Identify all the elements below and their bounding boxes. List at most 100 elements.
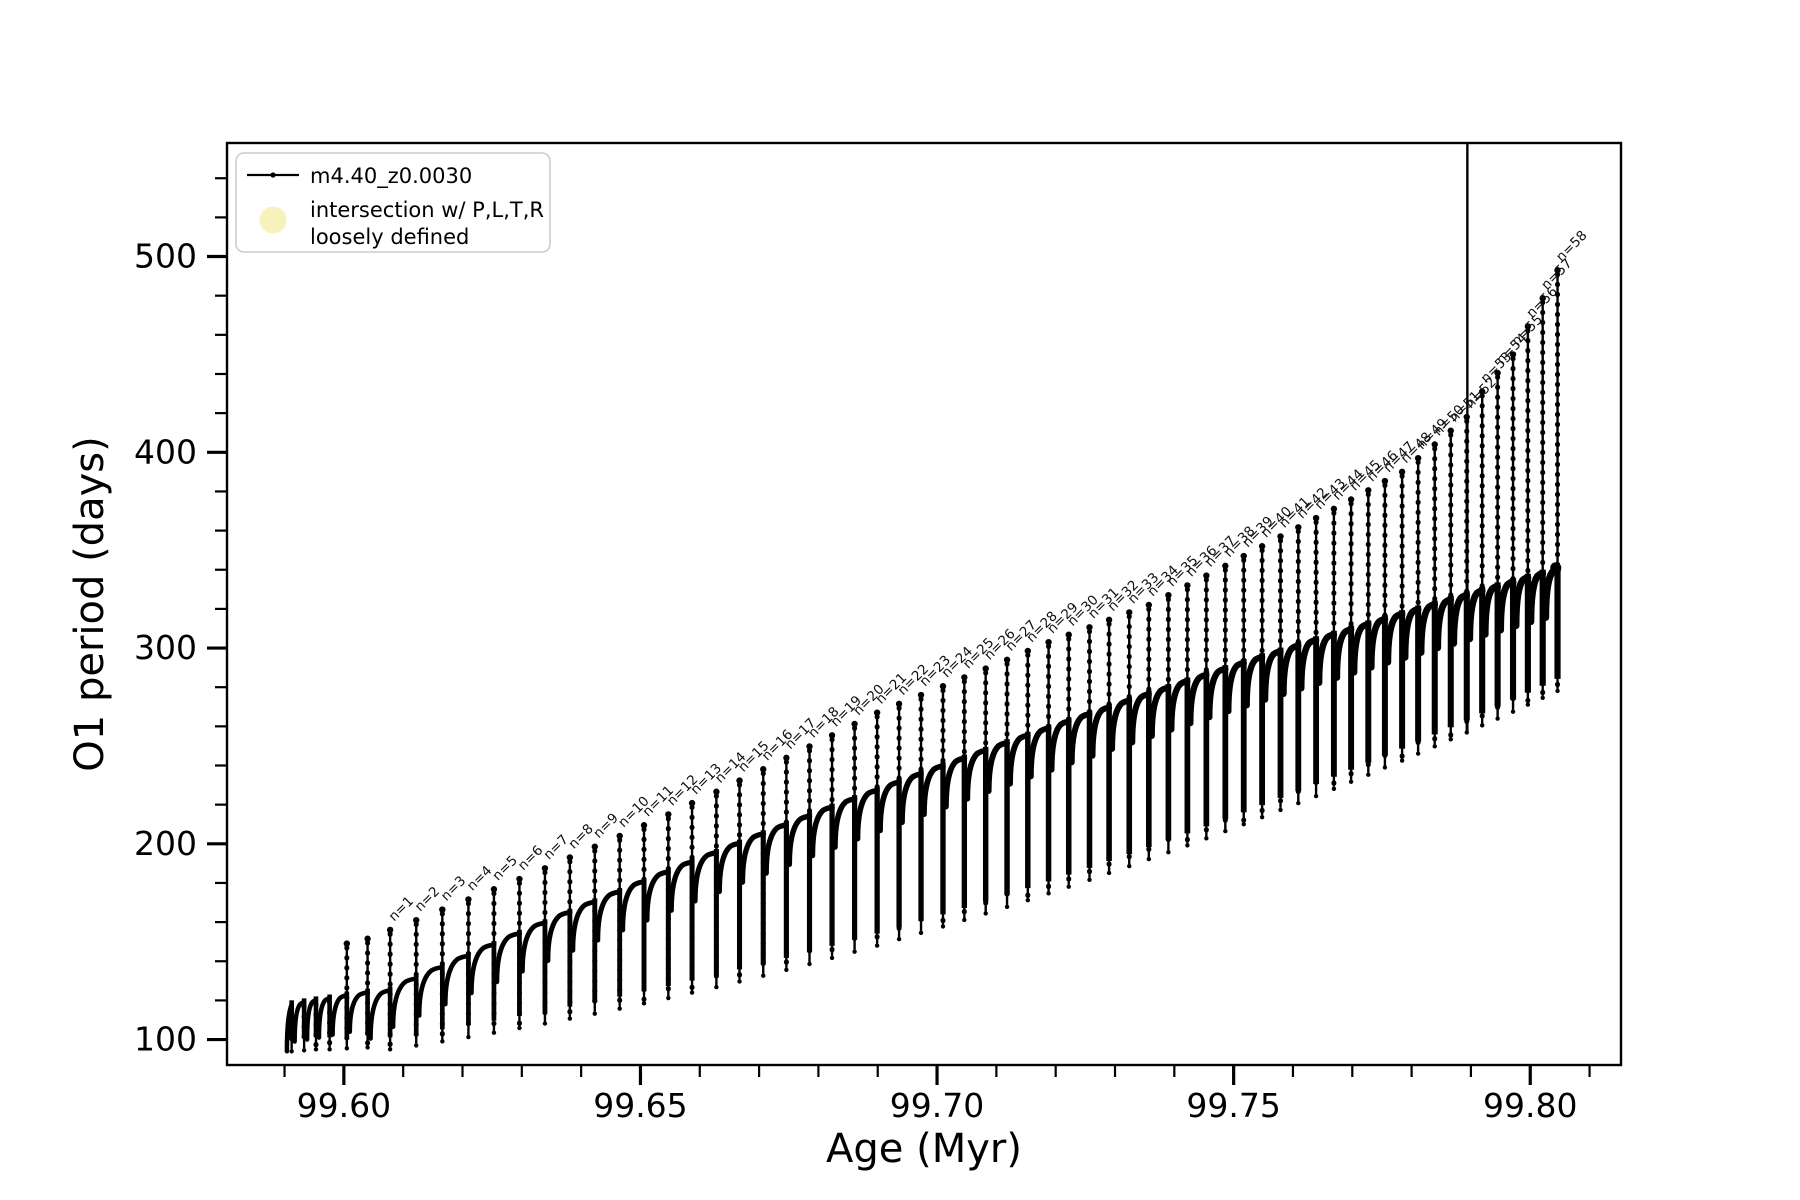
track-arc	[1466, 587, 1486, 643]
legend-series-label: m4.40_z0.0030	[310, 164, 472, 189]
dip-bottom-dot	[567, 1016, 573, 1021]
spike-top-dot	[939, 683, 947, 690]
spike-top-dot	[851, 720, 858, 728]
dip-bottom-dot	[1127, 863, 1132, 869]
spike-top-dot	[1365, 487, 1372, 494]
track-arc	[620, 879, 647, 933]
dip-bottom-dot	[344, 1046, 350, 1051]
track-arc	[692, 850, 719, 904]
dip-bottom-dot	[807, 961, 812, 967]
dip-bottom-dot	[1366, 772, 1371, 777]
track-arc	[494, 931, 522, 985]
dip-bottom-dot	[1555, 688, 1560, 694]
dip-bottom-dot	[440, 1039, 445, 1044]
spike-top-dot	[1312, 514, 1320, 522]
spike-top-dot	[1086, 624, 1093, 631]
dip-bottom-dot	[940, 924, 946, 929]
dip-bottom-dot	[641, 1001, 647, 1006]
spike-top-dot	[961, 674, 968, 681]
track-arc	[1527, 570, 1547, 626]
dip-bottom-dot	[1448, 737, 1453, 742]
spike-top-dot	[516, 875, 523, 883]
spike-top-dot	[1295, 524, 1302, 531]
dip-bottom-dot	[1495, 716, 1500, 721]
dip-bottom-dot	[1382, 765, 1388, 770]
spike-top-dot	[1447, 427, 1454, 434]
axis-ticks	[207, 177, 1591, 1085]
dip-bottom-dot	[737, 979, 742, 984]
track-arc	[832, 796, 858, 850]
track-arc	[390, 976, 419, 1030]
dip-bottom-dot	[327, 1047, 332, 1052]
dip-bottom-dot	[517, 1025, 522, 1031]
spike-top-dot	[1347, 496, 1355, 503]
spike-top-dot	[1065, 631, 1072, 638]
track-arc	[739, 831, 766, 885]
track-arc	[786, 813, 813, 868]
dip-bottom-dot	[1185, 843, 1190, 848]
track-arc	[1298, 636, 1320, 692]
spike-top-dot	[1184, 582, 1191, 589]
legend-intersection-label-line1: intersection w/ P,L,T,R	[310, 198, 544, 222]
track-arc	[1261, 648, 1284, 703]
track-arc	[943, 755, 968, 810]
spike-top-dot	[364, 935, 371, 942]
track-arc	[1187, 672, 1210, 727]
spike-top-dot	[413, 916, 420, 924]
dip-bottom-dot	[761, 973, 766, 978]
track-arc	[877, 779, 902, 834]
dip-bottom-dot	[1510, 709, 1516, 714]
track-arc	[1350, 621, 1372, 676]
spike-top-dot	[1258, 543, 1266, 550]
dip-bottom-dot	[714, 984, 719, 990]
track-arc	[316, 996, 332, 1040]
track-arc	[1497, 578, 1517, 634]
track-arc	[416, 965, 445, 1018]
dip-bottom-dot	[918, 930, 924, 936]
spike-top-dot	[1105, 616, 1113, 624]
spike-top-dot	[665, 811, 672, 818]
dip-bottom-dot	[289, 1049, 294, 1054]
dip-bottom-dot	[1066, 884, 1071, 889]
spike-top-dot	[1024, 647, 1032, 655]
spike-top-dot	[783, 754, 790, 762]
y-tick-label: 500	[134, 237, 197, 276]
dip-bottom-dot	[1046, 891, 1051, 896]
track-arc	[1280, 642, 1302, 698]
track-arc	[1367, 615, 1389, 671]
dip-bottom-dot	[1525, 702, 1531, 707]
spike-top-dot	[591, 843, 598, 850]
dip-bottom-dot	[365, 1045, 370, 1050]
dip-bottom-dot	[1348, 779, 1354, 784]
track-arc	[1068, 711, 1093, 766]
legend-intersection-label-line2: loosely defined	[310, 225, 469, 249]
track-arc	[1417, 601, 1439, 656]
dip-bottom-dot	[784, 967, 789, 973]
spike-top-dot	[688, 799, 696, 807]
track-arc	[1007, 732, 1031, 787]
track-arc	[763, 822, 790, 876]
track-arc	[1225, 659, 1247, 715]
track-arc	[1129, 691, 1152, 746]
spike-top-dot	[1330, 505, 1338, 513]
dip-bottom-dot	[1223, 828, 1228, 834]
x-tick-label: 99.70	[890, 1086, 984, 1125]
plot-frame	[225, 141, 1623, 1067]
dip-bottom-dot	[301, 1048, 307, 1053]
dip-bottom-dot	[1331, 786, 1337, 791]
dip-bottom-dot	[617, 1006, 622, 1011]
track-arc	[545, 910, 573, 964]
y-tick-label: 300	[134, 628, 197, 667]
track-arc	[1048, 718, 1072, 773]
series-track	[284, 562, 1562, 1054]
dip-bottom-dot	[1087, 877, 1092, 883]
spike-top-dot	[1222, 562, 1229, 570]
spike-top-dot	[982, 665, 989, 672]
track-arc	[469, 942, 497, 996]
dip-bottom-dot	[592, 1011, 597, 1016]
dip-bottom-dot	[1004, 904, 1010, 910]
track-arc	[985, 740, 1010, 795]
y-tick-label: 100	[134, 1020, 197, 1059]
track-arc	[1512, 574, 1532, 630]
